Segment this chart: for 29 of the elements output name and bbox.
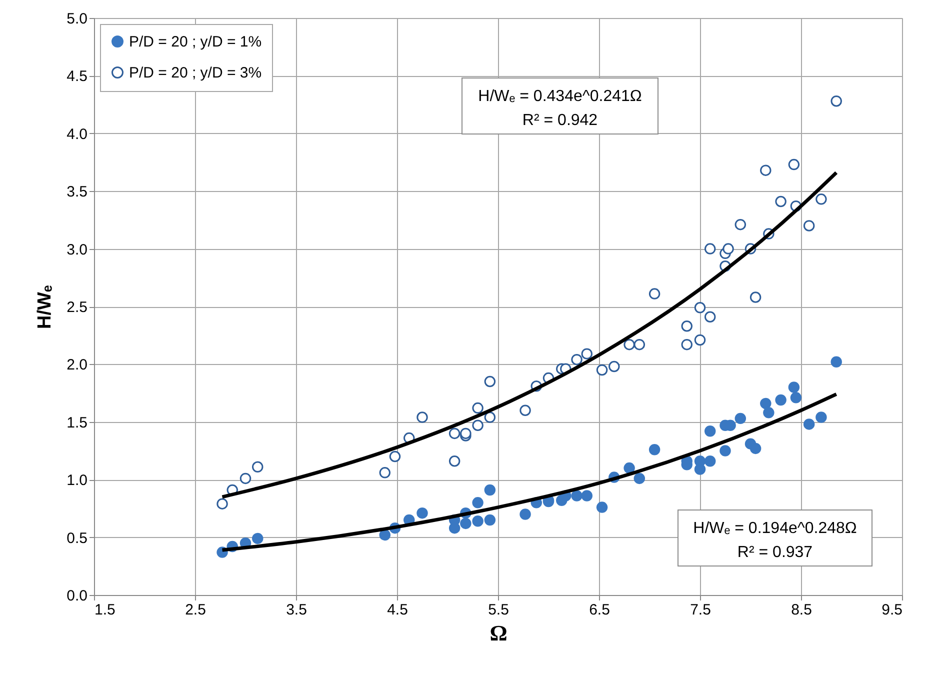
x-tick-label: 8.5 xyxy=(791,602,812,618)
x-tick-label: 2.5 xyxy=(185,602,206,618)
legend-label: P/D = 20 ; y/D = 3% xyxy=(129,64,262,82)
x-tick-label: 6.5 xyxy=(589,602,610,618)
y-tick-label: 2.5 xyxy=(66,299,88,316)
y-tick-label: 4.0 xyxy=(66,126,88,143)
x-tick-label: 1.5 xyxy=(94,602,116,618)
annotation: R² = 0.942 xyxy=(522,112,598,129)
y-tick-label: 0.5 xyxy=(66,530,88,547)
y-tick-label: 5.0 xyxy=(66,10,88,28)
annotation: R² = 0.937 xyxy=(737,544,813,561)
y-tick-label: 1.5 xyxy=(66,414,88,432)
x-tick-label: 3.5 xyxy=(286,602,307,618)
y-tick-label: 2.0 xyxy=(66,356,88,374)
legend-label: P/D = 20 ; y/D = 1% xyxy=(129,34,262,50)
y-tick-label: 3.5 xyxy=(66,184,88,201)
x-axis-title: Ω xyxy=(490,620,508,646)
line-series xyxy=(220,170,838,499)
y-axis-title: H/Wₑ xyxy=(34,284,56,330)
y-tick-label: 1.0 xyxy=(66,472,88,490)
y-tick-label: 0.0 xyxy=(66,588,88,604)
x-tick-label: 7.5 xyxy=(690,602,711,618)
x-tick-label: 4.5 xyxy=(387,602,408,618)
y-tick-label: 3.0 xyxy=(66,241,88,258)
y-tick-label: 4.5 xyxy=(66,68,88,86)
x-tick-label: 9.5 xyxy=(882,602,902,618)
x-tick-label: 5.5 xyxy=(488,602,509,618)
annotation: H/Wₑ = 0.194e^0.248Ω xyxy=(693,520,857,537)
annotation: H/Wₑ = 0.434e^0.241Ω xyxy=(478,88,642,105)
